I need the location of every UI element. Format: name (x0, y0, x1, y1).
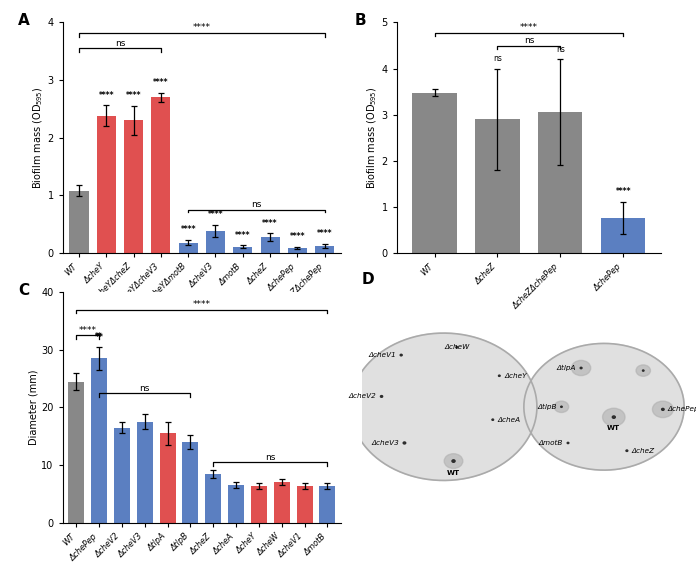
Text: ΔcheA: ΔcheA (498, 416, 521, 423)
Circle shape (456, 347, 458, 348)
Y-axis label: Biofilm mass (OD$_{595}$): Biofilm mass (OD$_{595}$) (31, 87, 45, 189)
Circle shape (603, 408, 625, 426)
Text: ns: ns (493, 54, 502, 63)
Circle shape (444, 454, 463, 469)
Circle shape (452, 460, 455, 463)
Text: ΔcheV3: ΔcheV3 (372, 440, 400, 446)
Circle shape (612, 416, 615, 418)
Circle shape (498, 375, 500, 377)
Bar (601, 218, 645, 253)
Text: ΔtlpA: ΔtlpA (557, 365, 576, 371)
Text: ΔcheZ: ΔcheZ (632, 448, 655, 454)
Bar (179, 243, 198, 253)
Bar (288, 248, 307, 253)
Circle shape (626, 450, 628, 451)
Text: ΔmotB: ΔmotB (539, 440, 563, 446)
Text: ****: **** (235, 230, 251, 239)
Bar (413, 93, 457, 253)
Text: ΔcheW: ΔcheW (444, 344, 469, 350)
Text: ΔtlpB: ΔtlpB (537, 404, 557, 410)
Bar (228, 485, 244, 523)
Text: **: ** (95, 333, 104, 342)
Bar (475, 119, 519, 253)
Circle shape (636, 365, 651, 377)
Bar (205, 474, 221, 523)
Text: ΔchePep: ΔchePep (667, 406, 696, 413)
Text: ns: ns (140, 384, 150, 393)
Bar (124, 120, 143, 253)
Text: **: ** (95, 332, 103, 341)
Text: ****: **** (520, 23, 538, 32)
Bar (233, 247, 253, 253)
Circle shape (554, 401, 569, 413)
Bar (539, 112, 583, 253)
Text: ****: **** (207, 211, 223, 220)
Circle shape (662, 409, 664, 410)
Text: ns: ns (556, 44, 565, 53)
Bar (319, 486, 335, 523)
Text: ns: ns (251, 200, 262, 209)
Text: WT: WT (607, 425, 620, 430)
Circle shape (567, 442, 569, 443)
Bar (91, 359, 107, 523)
Circle shape (404, 442, 405, 443)
Text: ****: **** (616, 188, 631, 197)
Text: ΔcheY: ΔcheY (504, 373, 527, 379)
Text: B: B (354, 13, 366, 28)
Circle shape (642, 370, 644, 371)
Bar (260, 237, 280, 253)
Text: ****: **** (99, 90, 114, 99)
Text: D: D (362, 273, 374, 287)
Text: ns: ns (265, 453, 276, 462)
Text: ****: **** (79, 327, 97, 336)
Bar (206, 231, 225, 253)
Text: ns: ns (115, 39, 125, 48)
Text: ****: **** (262, 219, 278, 228)
Text: ****: **** (153, 78, 168, 87)
Text: ****: **** (317, 229, 333, 238)
Circle shape (381, 396, 382, 397)
Bar (274, 482, 290, 523)
Bar (182, 442, 198, 523)
Circle shape (403, 442, 406, 444)
Bar (159, 433, 175, 523)
Y-axis label: Diameter (mm): Diameter (mm) (29, 370, 38, 445)
Circle shape (381, 396, 383, 397)
Text: ****: **** (126, 91, 141, 100)
Circle shape (571, 360, 591, 375)
Circle shape (492, 419, 493, 420)
Text: ΔcheV2: ΔcheV2 (349, 393, 377, 400)
Y-axis label: Biofilm mass (OD$_{595}$): Biofilm mass (OD$_{595}$) (365, 87, 379, 189)
Bar (70, 191, 88, 253)
Bar (97, 116, 116, 253)
Text: ****: **** (193, 301, 211, 310)
Text: C: C (18, 283, 29, 298)
Circle shape (613, 416, 615, 418)
Bar (68, 382, 84, 523)
Bar (137, 422, 153, 523)
Circle shape (561, 406, 562, 407)
Bar (251, 486, 267, 523)
Text: ****: **** (290, 232, 305, 241)
Bar (114, 428, 130, 523)
Bar (315, 246, 334, 253)
Circle shape (652, 401, 673, 418)
Circle shape (580, 368, 582, 369)
Text: ****: **** (193, 23, 211, 32)
Bar (151, 97, 171, 253)
Text: WT: WT (447, 470, 460, 476)
Circle shape (400, 354, 402, 356)
Text: ΔcheV1: ΔcheV1 (368, 352, 396, 358)
Text: ns: ns (524, 36, 534, 45)
Text: ****: **** (180, 225, 196, 234)
Text: A: A (18, 13, 30, 28)
Polygon shape (351, 333, 537, 481)
Bar (296, 486, 313, 523)
Circle shape (626, 450, 627, 451)
Polygon shape (524, 343, 684, 470)
